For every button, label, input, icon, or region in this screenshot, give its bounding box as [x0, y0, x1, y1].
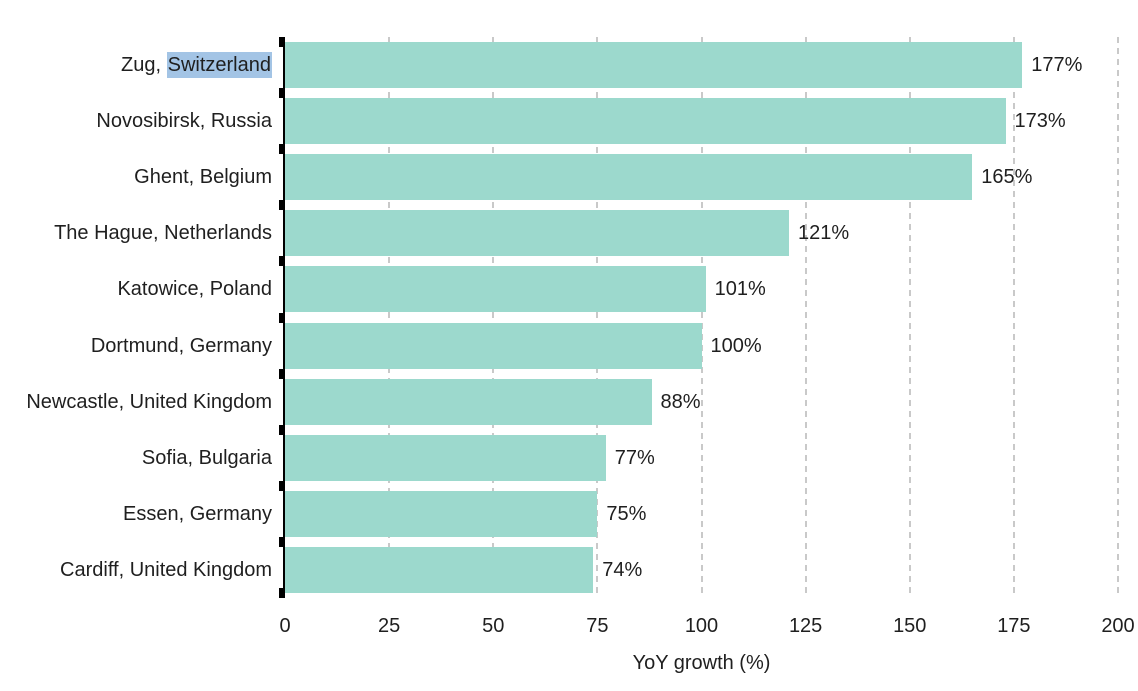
gridline: [1012, 37, 1015, 598]
bar: [285, 210, 789, 257]
x-axis-tick-label: 150: [893, 615, 927, 637]
category-label[interactable]: Dortmund, Germany: [90, 334, 272, 357]
category-label[interactable]: Novosibirsk, Russia: [96, 110, 272, 133]
bar: [285, 490, 598, 537]
x-axis-tick-label: 200: [1101, 615, 1135, 637]
y-axis-tick: [279, 144, 284, 155]
value-label: 121%: [797, 222, 850, 245]
value-label: 101%: [714, 278, 766, 301]
gridline: [908, 37, 911, 598]
gridline: [492, 37, 495, 598]
x-axis-tick-label: 75: [586, 615, 609, 637]
x-axis-tick-label: 100: [684, 615, 719, 637]
bar: [285, 378, 652, 425]
category-label[interactable]: Katowice, Poland: [117, 278, 272, 301]
bar: [285, 546, 594, 593]
y-axis-tick: [279, 200, 284, 211]
bar: [285, 266, 706, 313]
value-label: 165%: [981, 166, 1033, 189]
bar: [285, 98, 1006, 145]
y-axis-tick: [279, 588, 284, 598]
y-axis-tick: [279, 312, 284, 323]
bar: [285, 434, 606, 481]
gridline: [1117, 37, 1119, 598]
y-axis-tick: [279, 480, 284, 491]
bar: [285, 154, 973, 201]
value-label: 88%: [660, 390, 701, 413]
value-label: 75%: [606, 502, 647, 525]
x-axis-tick-label: 50: [482, 615, 505, 637]
x-axis-tick-label: 175: [997, 615, 1031, 637]
selected-text[interactable]: Switzerland: [166, 52, 272, 79]
category-label[interactable]: The Hague, Netherlands: [54, 222, 272, 245]
x-axis-title: YoY growth (%): [632, 652, 771, 674]
value-label: 173%: [1014, 110, 1066, 133]
category-label[interactable]: Ghent, Belgium: [134, 166, 272, 189]
x-axis-tick-label: 0: [279, 615, 291, 637]
y-axis-tick: [279, 368, 284, 379]
category-label[interactable]: Essen, Germany: [123, 502, 272, 525]
value-label: 177%: [1031, 54, 1083, 77]
gridline: [804, 37, 807, 598]
category-label[interactable]: Zug, Switzerland: [0, 51, 272, 79]
y-axis-tick: [279, 88, 284, 99]
bar: [285, 322, 702, 369]
category-label[interactable]: Sofia, Bulgaria: [141, 446, 272, 469]
gridline: [388, 37, 391, 598]
y-axis-line: [283, 37, 285, 598]
x-axis-tick-label: 125: [788, 615, 823, 637]
y-axis-tick: [279, 424, 284, 435]
y-axis-tick: [279, 256, 284, 267]
x-axis-tick-label: 25: [378, 615, 401, 637]
y-axis-tick: [279, 536, 284, 547]
gridline: [596, 37, 599, 598]
value-label: 77%: [614, 446, 655, 469]
category-label-text: Zug,: [121, 54, 167, 77]
category-label[interactable]: Cardiff, United Kingdom: [60, 558, 272, 581]
value-label: 100%: [710, 334, 762, 357]
bar: [285, 42, 1023, 89]
value-label: 74%: [602, 558, 643, 581]
y-axis-tick: [279, 37, 284, 47]
gridline: [700, 37, 703, 598]
category-label[interactable]: Newcastle, United Kingdom: [26, 390, 272, 413]
